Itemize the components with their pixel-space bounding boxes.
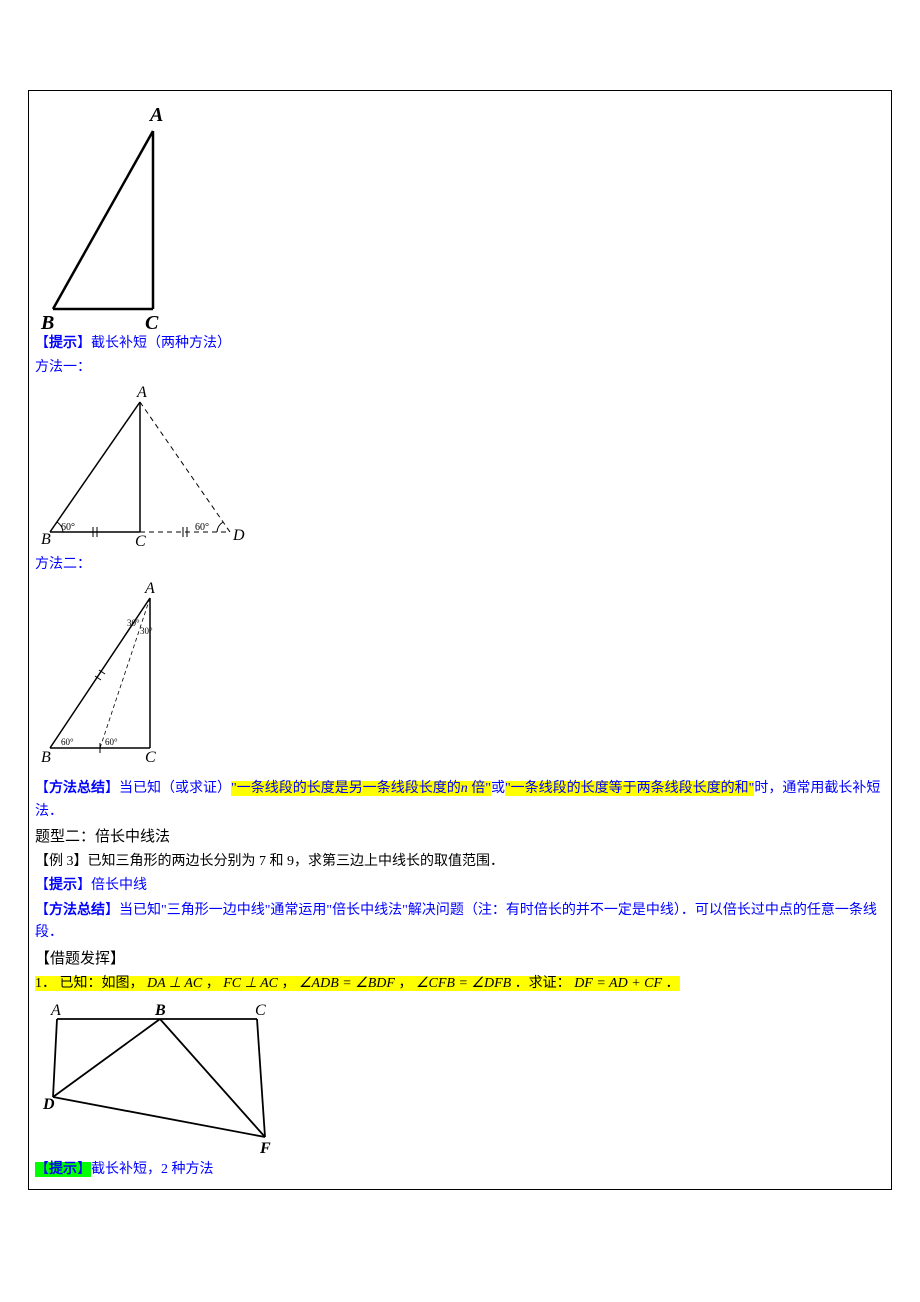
bracket: 【: [35, 854, 49, 869]
hl1-text: "一条线段的长度是另一条线段长度的: [231, 781, 461, 796]
figure-3-triangle: A 30° 30° 60° 60° B C: [35, 578, 195, 768]
fig3-label-B: B: [41, 749, 51, 766]
figure-4-quadrilateral: A B C D F: [35, 997, 295, 1157]
fig2-angle-d: 60°: [195, 522, 209, 533]
text-mid: 或: [491, 781, 505, 796]
bracket: 】: [105, 903, 119, 918]
fig4-label-A: A: [50, 1002, 61, 1019]
ex1-f3: ∠ADB = ∠BDF: [299, 976, 395, 991]
hint-text: 截长补短（两种方法）: [91, 336, 231, 351]
ex-label: 例 3: [49, 854, 74, 869]
fig2-label-C: C: [135, 533, 146, 550]
fig3-angle-1: 30°: [127, 618, 140, 628]
ex1-f5: DF = AD + CF: [574, 976, 662, 991]
summary-text: 当已知"三角形一边中线"通常运用"倍长中线法"解决问题（注：有时倍长的并不一定是…: [35, 903, 877, 940]
exercise-1-highlight: 1． 已知：如图， DA ⊥ AC ， FC ⊥ AC ， ∠ADB = ∠BD…: [35, 976, 680, 991]
sep: ，: [398, 976, 412, 991]
bracket: 】: [74, 854, 88, 869]
fig3-label-A: A: [144, 580, 155, 597]
text-pre: 当已知（或求证）: [119, 781, 231, 796]
bracket: 】: [110, 951, 125, 967]
bracket: 【: [35, 903, 49, 918]
fig2-angle-b: 60°: [61, 522, 75, 533]
ex1-end: ．: [666, 976, 680, 991]
ex1-proof: ．求证：: [515, 976, 571, 991]
ex1-f4: ∠CFB = ∠DFB: [416, 976, 511, 991]
bracket: 】: [105, 781, 119, 796]
method-2-label: 方法二：: [35, 554, 885, 576]
bracket: 【: [35, 781, 49, 796]
figure-1-triangle: A B C: [35, 101, 195, 331]
hint-text: 倍长中线: [91, 878, 147, 893]
sep: ，: [281, 976, 295, 991]
fig2-label-A: A: [136, 384, 147, 401]
hint-3: 【提示】截长补短，2 种方法: [35, 1159, 885, 1181]
fig3-angle-4: 60°: [105, 737, 118, 747]
ex1-f1: DA ⊥ AC: [147, 976, 202, 991]
sep: ，: [206, 976, 220, 991]
fig2-label-D: D: [232, 527, 245, 544]
hint-text: 截长补短，2 种方法: [91, 1162, 214, 1177]
method-1-label: 方法一：: [35, 357, 885, 379]
summary-label: 方法总结: [49, 781, 105, 796]
fig3-label-C: C: [145, 749, 156, 766]
bracket: 】: [77, 336, 91, 351]
hint3-green: 【提示】: [35, 1162, 91, 1177]
ex1-pre: 已知：如图，: [60, 976, 144, 991]
hint-label: 提示: [49, 878, 77, 893]
ex1-f2: FC ⊥ AC: [223, 976, 278, 991]
section-2-title: 题型二：倍长中线法: [35, 825, 885, 849]
bracket: 】: [77, 878, 91, 893]
method-summary-2: 【方法总结】当已知"三角形一边中线"通常运用"倍长中线法"解决问题（注：有时倍长…: [35, 900, 885, 945]
example-3: 【例 3】已知三角形的两边长分别为 7 和 9，求第三边上中线长的取值范围．: [35, 851, 885, 873]
bracket: 【: [35, 951, 50, 967]
fig3-angle-2: 30°: [140, 626, 153, 636]
figure-2-triangle: A 60° 60° B C D: [35, 382, 265, 552]
exercise-title: 【借题发挥】: [35, 947, 885, 971]
hl1b-text: 倍": [468, 781, 491, 796]
fig1-label-B: B: [40, 312, 54, 331]
page-container: A B C 【提示】截长补短（两种方法） 方法一： A: [0, 0, 920, 1302]
fig4-label-D: D: [42, 1096, 55, 1113]
bracket: 】: [77, 1162, 91, 1177]
bracket: 【: [35, 1162, 49, 1177]
fig4-label-C: C: [255, 1002, 266, 1019]
bracket: 【: [35, 336, 49, 351]
hint-1: 【提示】截长补短（两种方法）: [35, 333, 885, 355]
ex1-num: 1．: [35, 976, 56, 991]
highlight-1: "一条线段的长度是另一条线段长度的n 倍": [231, 781, 491, 796]
fig3-angle-3: 60°: [61, 737, 74, 747]
fig4-label-F: F: [259, 1140, 271, 1157]
hl1-var: n: [461, 781, 468, 796]
highlight-2: "一条线段的长度等于两条线段长度的和": [505, 781, 754, 796]
summary-label: 方法总结: [49, 903, 105, 918]
hint-label: 提示: [49, 1162, 77, 1177]
fig1-label-A: A: [148, 104, 163, 126]
ex-title-label: 借题发挥: [50, 951, 110, 967]
fig4-label-B: B: [154, 1002, 166, 1019]
hint-2: 【提示】倍长中线: [35, 875, 885, 897]
method-summary-1: 【方法总结】当已知（或求证）"一条线段的长度是另一条线段长度的n 倍"或"一条线…: [35, 778, 885, 823]
bracket: 【: [35, 878, 49, 893]
content-box: A B C 【提示】截长补短（两种方法） 方法一： A: [28, 90, 892, 1190]
exercise-1: 1． 已知：如图， DA ⊥ AC ， FC ⊥ AC ， ∠ADB = ∠BD…: [35, 973, 885, 995]
fig2-label-B: B: [41, 531, 51, 548]
hint-label: 提示: [49, 336, 77, 351]
fig1-label-C: C: [145, 312, 159, 331]
ex-text: 已知三角形的两边长分别为 7 和 9，求第三边上中线长的取值范围．: [88, 854, 505, 869]
